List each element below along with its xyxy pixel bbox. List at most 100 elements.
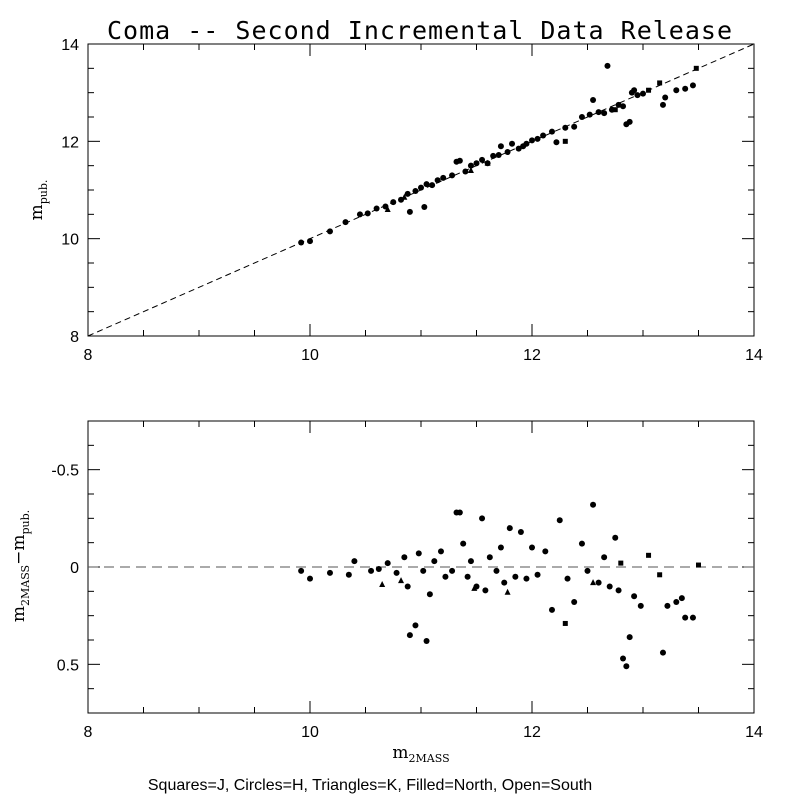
data-point-circle (534, 571, 541, 578)
data-point-circle (351, 558, 358, 565)
data-point-circle (678, 595, 685, 602)
bot-x-tick-label: 14 (745, 724, 763, 741)
data-point-circle (442, 573, 449, 580)
chart-title: Coma -- Second Incremental Data Release (107, 16, 733, 45)
data-point-triangle (471, 584, 478, 591)
bot-y-tick-label: 0.5 (57, 657, 79, 674)
data-point-circle (406, 632, 413, 639)
data-point-circle (664, 602, 671, 609)
bot-x-tick-label: 8 (84, 724, 93, 741)
data-point-circle (434, 177, 441, 184)
data-point-circle (307, 575, 313, 582)
data-point-triangle (398, 577, 405, 584)
data-point-triangle (590, 579, 597, 586)
data-point-circle (571, 599, 578, 606)
bottom-xlabel-sub: 2MASS (409, 752, 450, 765)
data-point-circle (423, 637, 430, 644)
data-point-square (562, 620, 568, 626)
top-x-tick-label: 10 (301, 347, 319, 364)
data-point-circle (431, 558, 438, 565)
data-point-circle (390, 199, 397, 206)
data-point-circle (523, 140, 530, 147)
top-ticks (87, 43, 755, 337)
data-point-circle (449, 567, 456, 574)
data-point-circle (620, 103, 627, 110)
data-point-circle (298, 239, 305, 246)
data-point-circle (464, 573, 471, 580)
data-point-circle (631, 593, 638, 600)
data-point-circle (640, 90, 646, 97)
data-point-square (646, 87, 652, 93)
data-point-square (618, 560, 624, 566)
data-point-circle (462, 168, 469, 175)
bottom-ylabel-sub-b: pub. (19, 510, 32, 535)
data-point-circle (467, 162, 474, 169)
data-point-circle (564, 575, 571, 582)
data-point-circle (595, 109, 602, 116)
data-point-circle (326, 569, 333, 576)
data-point-circle (515, 145, 522, 152)
data-point-circle (584, 567, 591, 574)
data-point-circle (497, 544, 504, 551)
data-point-circle (623, 663, 630, 670)
data-point-circle (689, 614, 696, 621)
top-data-points (298, 62, 699, 246)
data-point-circle (479, 156, 486, 163)
data-point-circle (298, 567, 305, 574)
data-point-circle (517, 528, 524, 535)
data-point-circle (429, 182, 436, 189)
data-point-circle (495, 151, 502, 158)
data-point-circle (307, 238, 313, 245)
data-point-circle (326, 228, 333, 235)
data-point-circle (345, 571, 352, 578)
data-point-square (562, 138, 568, 144)
data-point-circle (604, 62, 611, 69)
data-point-circle (620, 655, 627, 662)
data-point-circle (626, 634, 633, 641)
data-point-square (646, 552, 652, 558)
data-point-circle (368, 567, 375, 574)
data-point-triangle (484, 159, 491, 166)
top-x-tick-label: 8 (84, 347, 93, 364)
data-point-triangle (379, 581, 386, 588)
data-point-circle (467, 558, 474, 565)
bottom-ylabel-sep: −m (9, 535, 29, 565)
top-panel: 8 10 12 14 8 10 12 14 mpub. (27, 37, 763, 364)
data-point-circle (540, 132, 547, 139)
data-point-triangle (504, 588, 511, 595)
data-point-circle (634, 92, 641, 99)
data-point-circle (553, 139, 560, 146)
top-y-tick-label: 12 (61, 134, 79, 151)
data-point-circle (456, 509, 463, 516)
data-point-circle (421, 204, 428, 211)
data-point-circle (426, 591, 433, 598)
data-point-circle (637, 602, 644, 609)
data-point-circle (509, 140, 516, 147)
data-point-square (693, 65, 699, 71)
data-point-circle (682, 614, 689, 621)
data-point-circle (529, 137, 535, 144)
data-point-circle (375, 565, 382, 572)
data-point-circle (493, 567, 500, 574)
data-point-circle (364, 210, 371, 217)
bottom-ylabel-main-a: m (9, 606, 29, 622)
data-point-circle (418, 184, 424, 191)
data-point-circle (673, 87, 680, 94)
data-point-circle (393, 569, 400, 576)
data-point-circle (404, 190, 411, 197)
data-point-circle (626, 118, 633, 125)
bottom-y-axis-label: m2MASS−mpub. (9, 510, 32, 622)
data-point-circle (342, 219, 349, 226)
data-point-triangle (467, 167, 474, 174)
data-point-circle (673, 599, 680, 606)
data-point-circle (506, 525, 513, 532)
data-point-circle (562, 124, 569, 131)
data-point-circle (682, 85, 689, 92)
data-point-square (657, 572, 663, 578)
bot-y-tick-label: -0.5 (51, 463, 79, 480)
data-point-circle (501, 579, 508, 586)
data-point-circle (460, 540, 467, 547)
data-point-circle (497, 143, 504, 150)
bottom-x-tick-labels: 8 10 12 14 (84, 724, 763, 741)
